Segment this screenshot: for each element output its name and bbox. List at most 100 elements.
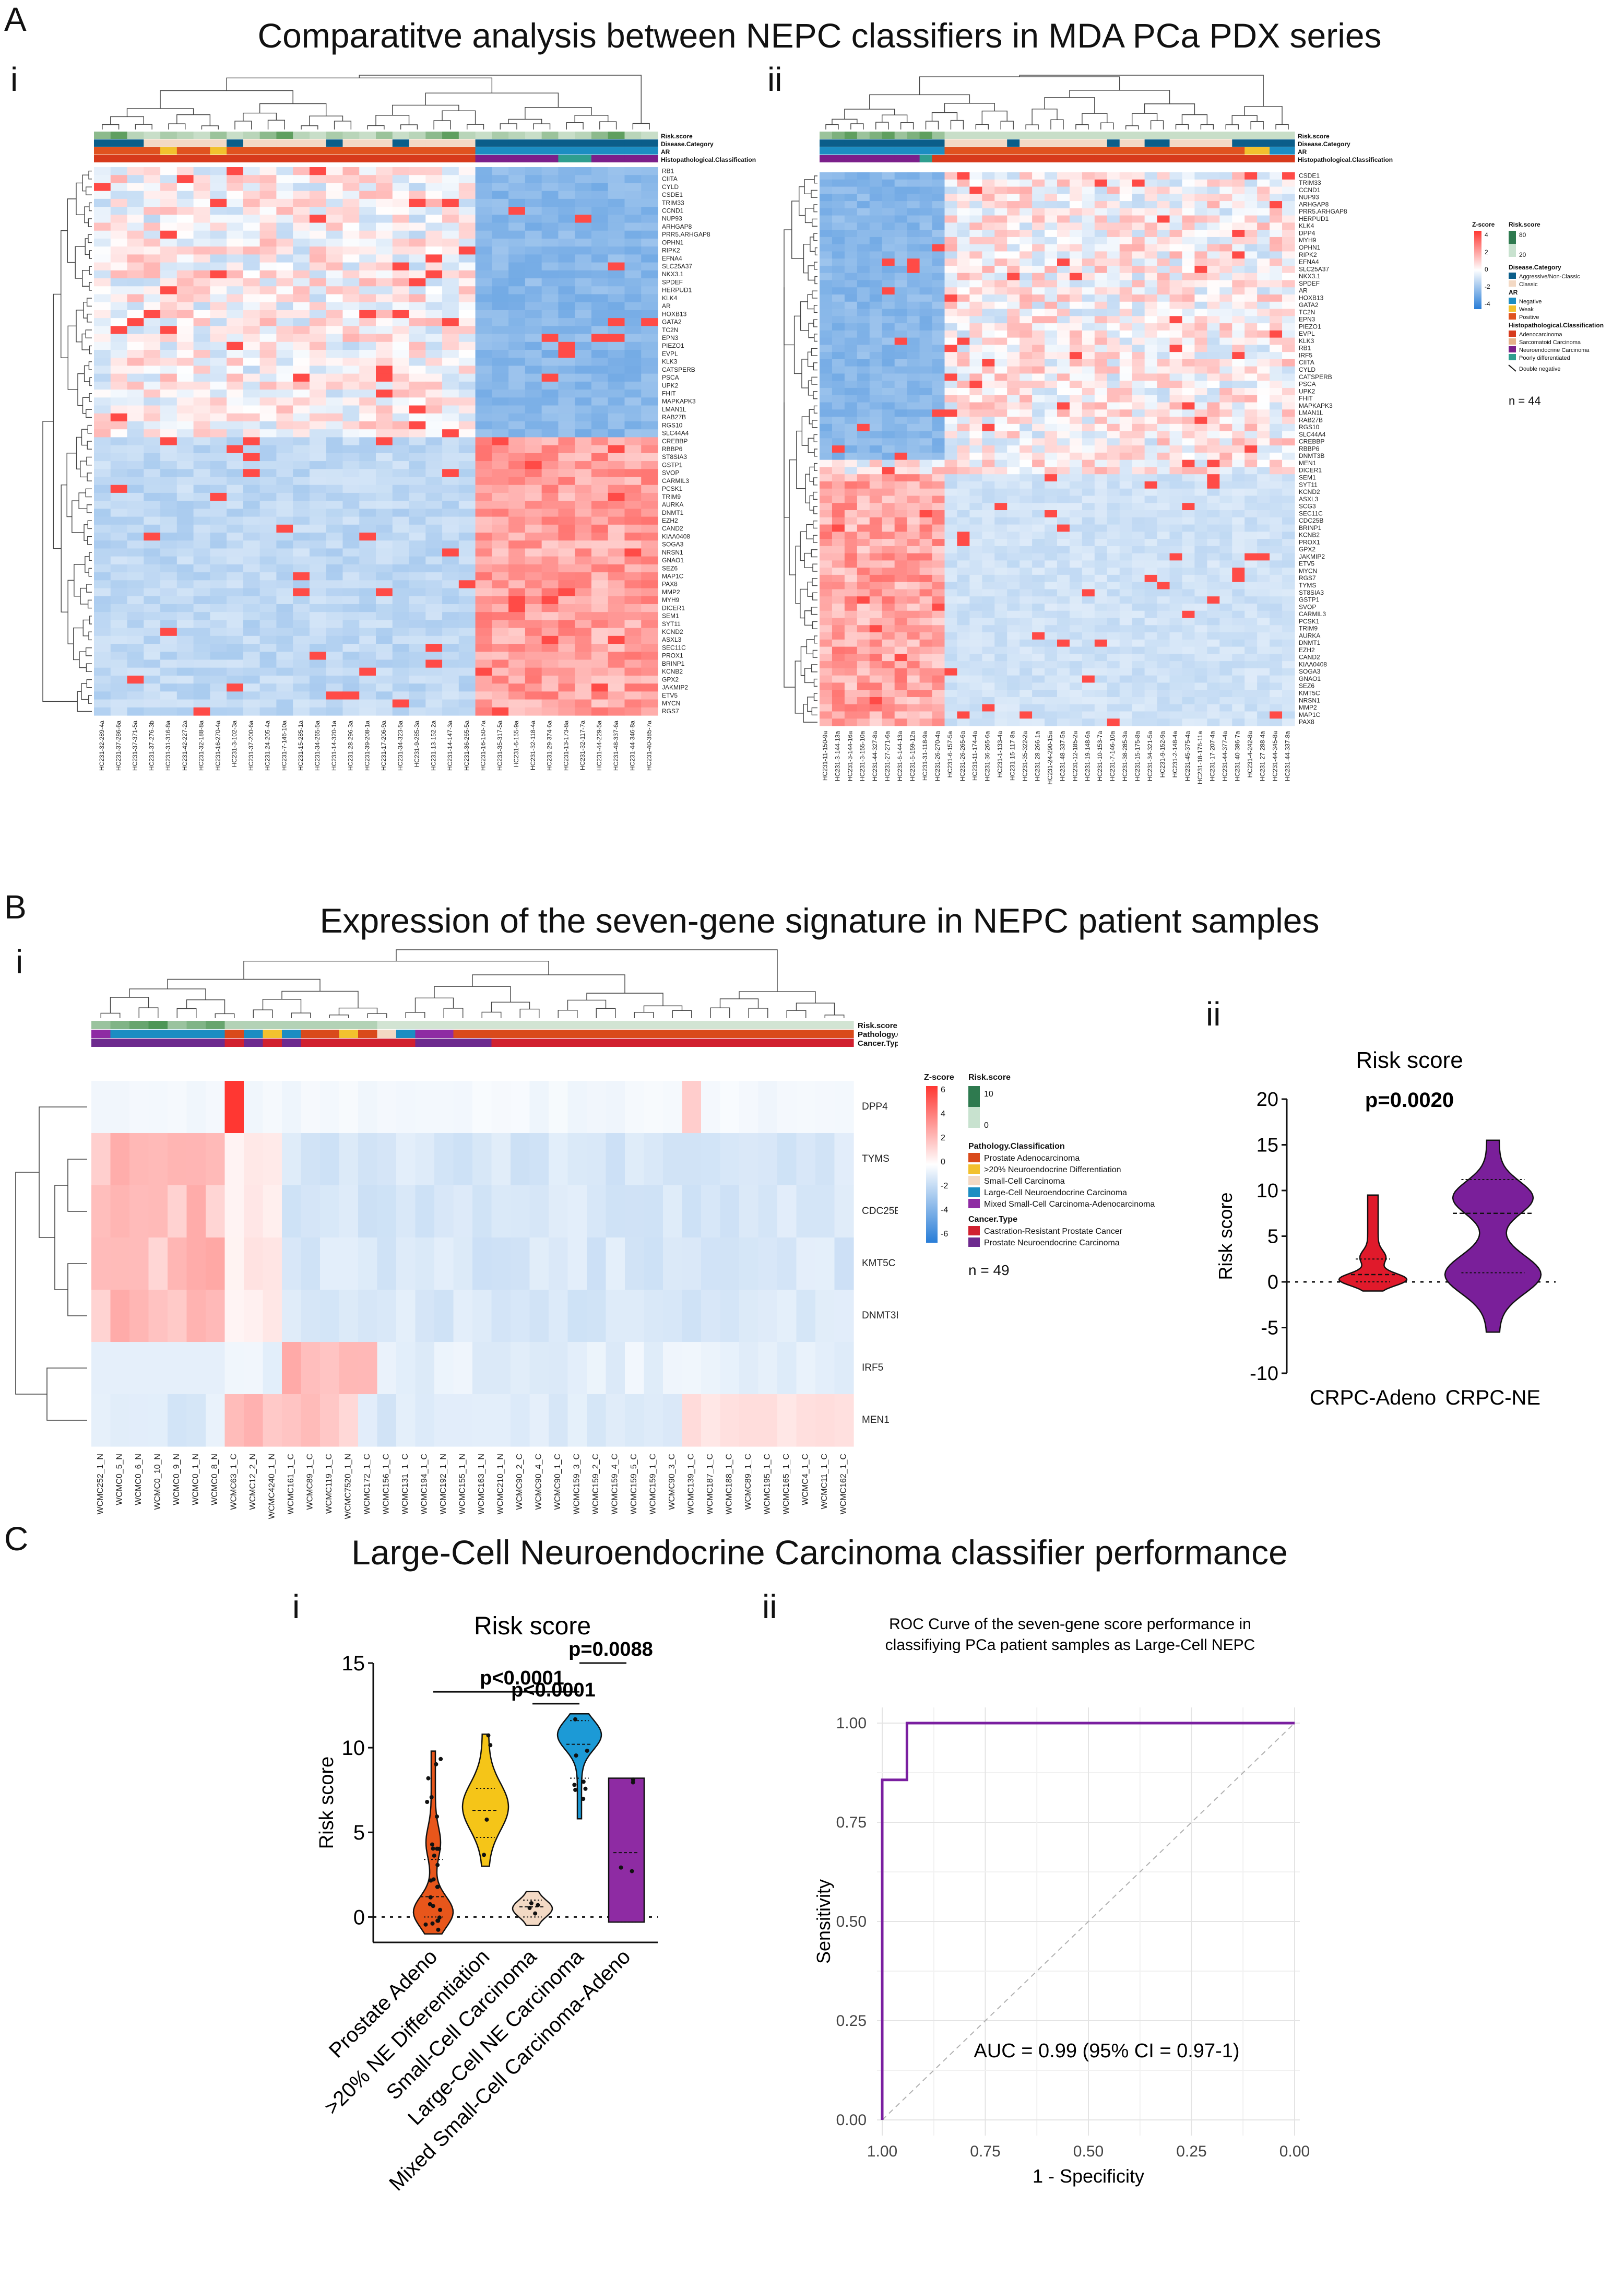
heatmap-cell (1169, 503, 1183, 511)
heatmap-cell (869, 402, 883, 410)
heatmap-cell (1132, 258, 1145, 266)
heatmap-cell (1169, 431, 1183, 439)
heatmap-cell (575, 683, 592, 692)
heatmap-cell (127, 413, 144, 422)
heatmap-cell (1157, 546, 1170, 554)
heatmap-cell (1057, 208, 1070, 216)
heatmap-cell (944, 172, 958, 180)
heatmap-cell (624, 556, 642, 565)
heatmap-cell (492, 310, 509, 319)
gene-label: PIEZO1 (662, 342, 684, 349)
heatmap-cell (458, 254, 476, 263)
heatmap-cell (608, 596, 625, 605)
heatmap-cell (1232, 251, 1245, 259)
heatmap-cell (882, 474, 895, 482)
heatmap-cell (193, 683, 210, 692)
heatmap-cell (608, 691, 625, 700)
heatmap-cell (127, 699, 144, 708)
heatmap-cell (575, 691, 592, 700)
heatmap-cell (342, 310, 360, 319)
heatmap-cell (392, 691, 410, 700)
heatmap-cell (243, 699, 260, 708)
heatmap-cell (1082, 172, 1095, 180)
heatmap-cell (458, 310, 476, 319)
heatmap-cell (869, 172, 883, 180)
heatmap-cell (160, 667, 177, 676)
heatmap-cell (342, 501, 360, 509)
annotation-cell (176, 139, 194, 147)
heatmap-cell (541, 262, 559, 271)
heatmap-cell (957, 201, 970, 209)
heatmap-cell (994, 452, 1007, 461)
heatmap-cell (210, 310, 227, 319)
heatmap-cell (309, 699, 327, 708)
heatmap-cell (458, 580, 476, 589)
heatmap-cell (1207, 431, 1220, 439)
heatmap-cell (359, 628, 376, 636)
heatmap-cell (932, 373, 945, 381)
heatmap-cell (932, 423, 945, 432)
heatmap-cell (1094, 194, 1108, 202)
annotation-cell (359, 155, 376, 162)
heatmap-cell (442, 596, 459, 605)
heatmap-cell (608, 358, 625, 367)
heatmap-cell (442, 683, 459, 692)
heatmap-cell (1282, 294, 1295, 302)
heatmap-cell (1057, 373, 1070, 381)
heatmap-cell (844, 352, 858, 360)
heatmap-cell (110, 477, 128, 486)
heatmap-cell (820, 517, 833, 525)
heatmap-cell (932, 186, 945, 194)
heatmap-cell (458, 366, 476, 374)
heatmap-cell (1270, 366, 1283, 374)
heatmap-cell (127, 326, 144, 335)
heatmap-cell (508, 524, 526, 533)
heatmap-cell (392, 238, 410, 247)
heatmap-cell (1094, 431, 1108, 439)
heatmap-cell (1232, 337, 1245, 345)
heatmap-cell (558, 270, 575, 279)
column-dendrogram (632, 123, 650, 129)
heatmap-cell (608, 191, 625, 199)
column-dendrogram (1225, 124, 1239, 129)
heatmap-cell (820, 366, 833, 374)
heatmap-cell (442, 492, 459, 501)
heatmap-cell (326, 635, 343, 644)
heatmap-cell (591, 509, 609, 517)
heatmap-cell (1069, 395, 1083, 403)
gene-label: KLK4 (662, 294, 678, 302)
heatmap-cell (342, 198, 360, 207)
annotation-label: Risk.score (661, 133, 693, 140)
heatmap-cell (894, 337, 908, 345)
heatmap-cell (1207, 208, 1220, 216)
heatmap-cell (1082, 431, 1095, 439)
heatmap-cell (193, 453, 210, 462)
heatmap-cell (1007, 201, 1020, 209)
heatmap-cell (1144, 186, 1158, 194)
heatmap-cell (608, 540, 625, 549)
heatmap-cell (227, 326, 244, 335)
heatmap-cell (1207, 366, 1220, 374)
heatmap-cell (1020, 387, 1033, 396)
heatmap-cell (94, 294, 111, 303)
heatmap-cell (591, 667, 609, 676)
annotation-cell (1082, 155, 1095, 162)
heatmap-cell (541, 477, 559, 486)
heatmap-cell (409, 326, 426, 335)
heatmap-cell (907, 330, 920, 338)
row-dendrogram (813, 204, 817, 213)
heatmap-cell (1057, 194, 1070, 202)
heatmap-cell (1182, 381, 1195, 388)
heatmap-cell (1007, 215, 1020, 223)
heatmap-cell (309, 262, 327, 271)
heatmap-cell (832, 265, 845, 274)
heatmap-cell (276, 167, 293, 175)
heatmap-cell (326, 477, 343, 486)
heatmap-cell (944, 359, 958, 367)
heatmap-cell (359, 270, 376, 279)
heatmap-cell (957, 352, 970, 360)
heatmap-cell (176, 207, 194, 215)
heatmap-cell (1132, 409, 1145, 417)
heatmap-cell (127, 477, 144, 486)
heatmap-cell (160, 397, 177, 406)
